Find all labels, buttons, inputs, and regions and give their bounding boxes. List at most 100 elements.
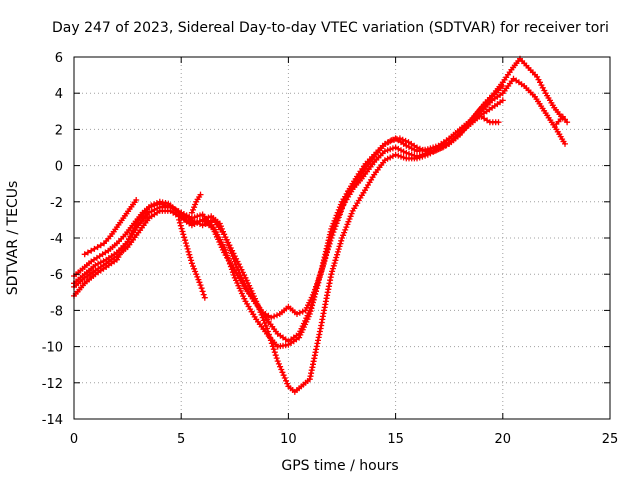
data-point: [222, 234, 229, 241]
data-point: [190, 263, 196, 270]
data-point: [400, 148, 407, 155]
data-point: [334, 251, 341, 258]
data-point: [92, 262, 99, 269]
data-point: [327, 234, 334, 241]
series-track-4: [71, 97, 506, 345]
data-point: [319, 265, 326, 272]
data-point: [194, 219, 201, 226]
series-track-9: [553, 113, 571, 127]
data-point: [330, 262, 337, 269]
x-tick-label: 5: [177, 432, 185, 447]
data-point: [232, 261, 239, 268]
data-point: [315, 276, 322, 283]
data-point: [319, 262, 326, 269]
data-point: [313, 285, 320, 292]
data-point: [308, 301, 315, 308]
data-point: [313, 346, 320, 353]
data-point: [241, 295, 248, 302]
data-point: [272, 352, 279, 359]
data-point: [337, 240, 344, 247]
data-point: [316, 274, 323, 280]
data-point: [308, 367, 315, 374]
y-tick-label: 6: [55, 51, 63, 66]
data-point: [395, 152, 402, 159]
data-point: [334, 248, 341, 255]
y-axis-ticks: -14 -12 -10 -8 -6 -4 -2 0 2 4 6: [42, 51, 610, 428]
x-axis-ticks: 0 5 10 15 20 25: [70, 57, 618, 447]
data-point: [210, 225, 217, 232]
data-point: [260, 317, 267, 324]
data-point: [324, 245, 331, 252]
data-point: [564, 119, 571, 126]
data-point: [133, 197, 140, 203]
data-point: [278, 366, 285, 373]
data-point: [199, 222, 206, 229]
data-point: [329, 228, 336, 235]
data-point: [406, 150, 412, 157]
data-point: [224, 239, 231, 246]
data-point: [217, 241, 224, 248]
data-point: [244, 280, 251, 286]
data-point: [299, 308, 306, 315]
data-point: [201, 294, 208, 301]
data-point: [325, 242, 332, 249]
data-point: [176, 216, 183, 223]
data-point: [408, 151, 415, 158]
data-point: [395, 145, 402, 152]
data-point: [340, 232, 347, 239]
data-point: [311, 293, 317, 300]
y-tick-label: -10: [42, 341, 63, 356]
data-point: [182, 237, 189, 244]
data-point: [335, 246, 342, 253]
data-point: [495, 119, 502, 126]
data-point: [200, 291, 207, 298]
data-point: [229, 253, 236, 260]
data-point: [148, 202, 155, 209]
data-point: [91, 245, 98, 252]
data-point: [231, 258, 238, 265]
data-point: [199, 288, 206, 295]
data-point: [188, 215, 195, 222]
data-point: [333, 254, 340, 261]
data-point: [188, 257, 195, 264]
data-point: [310, 358, 317, 365]
data-point: [347, 213, 354, 220]
data-traces: [71, 55, 571, 395]
data-point: [268, 314, 275, 321]
series-line: [72, 77, 567, 394]
data-point: [186, 251, 193, 258]
data-point: [274, 358, 281, 365]
data-point: [191, 204, 198, 211]
y-tick-label: -12: [42, 377, 63, 392]
data-point: [218, 225, 225, 232]
data-point: [329, 265, 336, 272]
data-point: [270, 346, 277, 353]
data-point: [191, 214, 198, 221]
data-point: [443, 140, 450, 147]
data-point: [381, 148, 388, 155]
data-point: [339, 235, 345, 241]
data-point: [387, 146, 394, 153]
data-point: [220, 228, 226, 235]
data-point: [178, 225, 185, 232]
data-point: [343, 224, 350, 231]
data-point: [179, 228, 186, 235]
series-track-6: [81, 197, 140, 258]
data-point: [261, 320, 268, 327]
data-point: [280, 372, 287, 379]
data-point: [274, 312, 280, 319]
data-point: [294, 311, 300, 317]
data-point: [419, 151, 426, 158]
data-point: [316, 328, 323, 335]
x-tick-label: 15: [387, 432, 404, 447]
data-point: [182, 240, 189, 247]
data-point: [318, 268, 325, 275]
data-point: [334, 215, 341, 222]
series-track-8: [478, 113, 502, 126]
series-track-7: [188, 191, 204, 216]
y-tick-label: -2: [50, 196, 63, 211]
data-point: [314, 282, 321, 289]
data-point: [320, 259, 327, 266]
data-point: [277, 363, 284, 370]
x-tick-label: 0: [70, 432, 78, 447]
